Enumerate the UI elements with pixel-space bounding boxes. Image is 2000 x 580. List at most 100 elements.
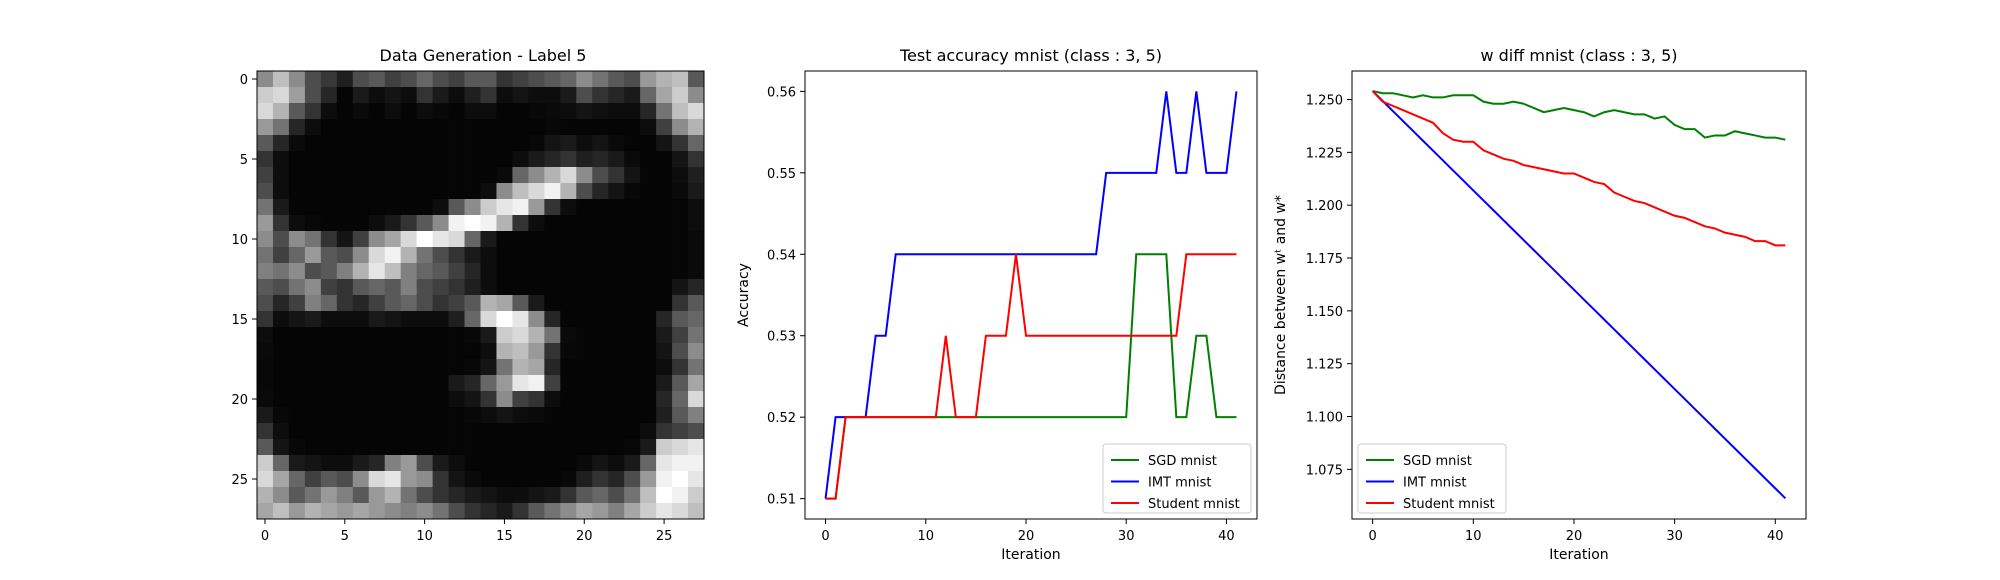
heatmap-cell <box>352 167 370 184</box>
heatmap-cell <box>496 215 513 232</box>
heatmap-cell <box>656 471 673 488</box>
heatmap-cell <box>480 487 497 504</box>
heatmap-cell <box>336 487 354 504</box>
heatmap-y-tick-label: 25 <box>231 473 248 488</box>
heatmap-cell <box>304 295 322 312</box>
heatmap-cell <box>272 327 290 344</box>
heatmap-cell <box>576 71 593 88</box>
heatmap-cell <box>480 439 497 456</box>
heatmap-cell <box>512 359 529 376</box>
accuracy-ylabel: Accuracy <box>736 263 752 327</box>
heatmap-cell <box>352 311 370 328</box>
heatmap-cell <box>272 375 290 392</box>
heatmap-cell <box>288 231 306 248</box>
heatmap-cell <box>384 391 402 408</box>
heatmap-cell <box>432 263 449 280</box>
heatmap-cell <box>576 135 593 152</box>
heatmap-cell <box>416 423 433 440</box>
heatmap-cell <box>496 199 513 216</box>
heatmap-cell <box>672 231 689 248</box>
heatmap-cell <box>528 135 545 152</box>
heatmap-cell <box>592 87 609 104</box>
heatmap-cell <box>480 263 497 280</box>
heatmap-cell <box>576 343 593 360</box>
heatmap-cell <box>320 263 338 280</box>
heatmap-cell <box>464 407 481 424</box>
heatmap-cell <box>592 183 609 200</box>
heatmap-cell <box>384 503 402 520</box>
series-line <box>1371 90 1786 247</box>
heatmap-cell <box>528 263 545 280</box>
heatmap-cell <box>496 391 513 408</box>
heatmap-cell <box>336 71 354 88</box>
heatmap-cell <box>640 215 657 232</box>
heatmap-cell <box>448 119 465 136</box>
heatmap-cell <box>257 455 274 472</box>
y-tick-label: 0.55 <box>767 167 796 182</box>
heatmap-cell <box>304 279 322 296</box>
heatmap-cell <box>528 455 545 472</box>
heatmap-cell <box>384 151 402 168</box>
heatmap-cell <box>672 263 689 280</box>
y-tick-label: 0.53 <box>767 330 796 345</box>
heatmap-cell <box>448 135 465 152</box>
heatmap-cell <box>257 439 274 456</box>
heatmap-cell <box>496 119 513 136</box>
heatmap-cell <box>528 423 545 440</box>
heatmap-cell <box>432 103 449 120</box>
y-tick-label: 1.175 <box>1306 252 1343 267</box>
heatmap-cell <box>496 87 513 104</box>
heatmap-cell <box>528 407 545 424</box>
heatmap-cell <box>496 103 513 120</box>
heatmap-cell <box>608 135 625 152</box>
heatmap-cell <box>257 119 274 136</box>
heatmap-cell <box>257 311 274 328</box>
heatmap-cell <box>288 503 306 520</box>
heatmap-cell <box>352 135 370 152</box>
heatmap-cell <box>640 359 657 376</box>
heatmap-cell <box>288 423 306 440</box>
heatmap-cell <box>336 167 354 184</box>
heatmap-cell <box>592 343 609 360</box>
heatmap-cell <box>384 231 402 248</box>
heatmap-cell <box>528 279 545 296</box>
heatmap-cell <box>656 503 673 520</box>
heatmap-cell <box>672 279 689 296</box>
heatmap-cell <box>640 87 657 104</box>
heatmap-cell <box>432 183 449 200</box>
heatmap-cell <box>352 375 370 392</box>
heatmap-cell <box>464 199 481 216</box>
heatmap-cell <box>480 391 497 408</box>
heatmap-cell <box>416 343 433 360</box>
heatmap-cell <box>257 375 274 392</box>
heatmap-cell <box>272 263 290 280</box>
heatmap-cell <box>496 455 513 472</box>
heatmap-cell <box>432 487 449 504</box>
heatmap-cell <box>624 471 641 488</box>
heatmap-cell <box>416 359 433 376</box>
heatmap-cell <box>320 135 338 152</box>
heatmap-cell <box>640 263 657 280</box>
heatmap-cell <box>656 231 673 248</box>
heatmap-cell <box>544 359 561 376</box>
heatmap-cell <box>432 471 449 488</box>
heatmap-cell <box>576 167 593 184</box>
heatmap-cell <box>288 487 306 504</box>
heatmap-cell <box>560 359 577 376</box>
heatmap-cell <box>352 87 370 104</box>
heatmap-cell <box>608 167 625 184</box>
heatmap-cell <box>544 247 561 264</box>
heatmap-cell <box>512 423 529 440</box>
heatmap-cell <box>384 343 402 360</box>
heatmap-cell <box>432 455 449 472</box>
heatmap-cell <box>688 119 705 136</box>
heatmap-cell <box>384 487 402 504</box>
heatmap-cell <box>272 279 290 296</box>
heatmap-cell <box>464 391 481 408</box>
heatmap-cell <box>464 487 481 504</box>
y-tick-label: 1.150 <box>1306 305 1343 320</box>
heatmap-cell <box>656 87 673 104</box>
heatmap-cell <box>672 167 689 184</box>
heatmap-cell <box>400 215 418 232</box>
heatmap-cell <box>432 295 449 312</box>
